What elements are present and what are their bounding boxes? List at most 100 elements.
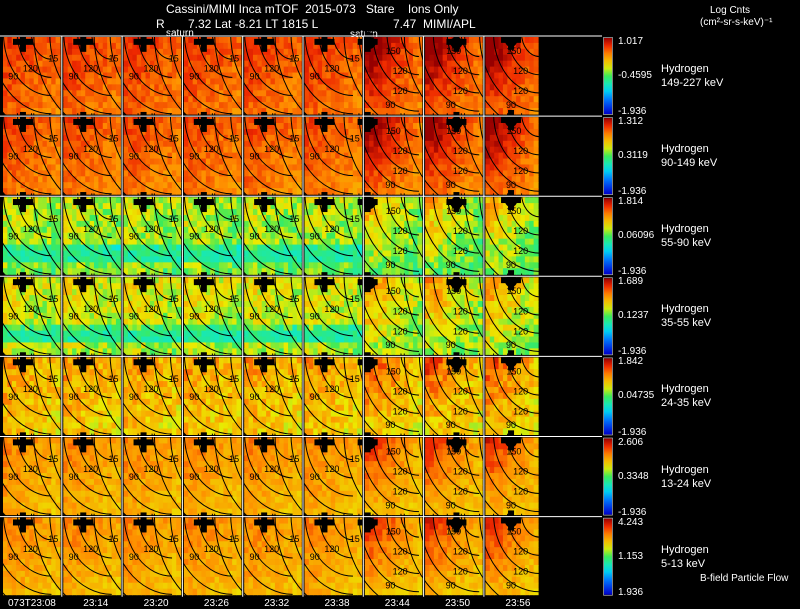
- contour-label: 90: [506, 500, 516, 510]
- colorbar: [604, 438, 612, 515]
- saturn-occulting-marker: [254, 192, 275, 213]
- contour-label: 120: [393, 86, 408, 96]
- ena-image-frame: 150 120 120 90: [343, 352, 423, 452]
- contour-label: 150: [386, 446, 401, 456]
- saturn-occulting-marker: [254, 272, 275, 293]
- contour-label: 120: [143, 144, 158, 154]
- contour-label: 120: [393, 467, 408, 477]
- saturn-label: saturn: [350, 29, 378, 40]
- contour-label: 90: [446, 580, 456, 590]
- colorbar-min-label: -1.936: [618, 426, 647, 438]
- ena-image-frame: 150 120 120 90: [403, 192, 483, 292]
- contour-label: 15: [350, 134, 360, 144]
- units-label-line1: Log Cnts: [710, 5, 751, 16]
- contour-label: 90: [249, 232, 259, 242]
- contour-label: 120: [23, 224, 38, 234]
- ena-image-frame: 150 120 120 90: [343, 512, 423, 609]
- channel-species-label: Hydrogen 13-24 keV: [661, 463, 712, 490]
- contour-label: 90: [385, 260, 395, 270]
- contour-label: 120: [204, 144, 219, 154]
- saturn-occulting-marker: [193, 31, 214, 52]
- saturn-occulting-marker: [73, 111, 94, 132]
- saturn-occulting-marker: [314, 432, 335, 453]
- ena-image-frame: 150 120 120 90: [343, 111, 423, 212]
- contour-label: 150: [386, 46, 401, 56]
- contour-label: 90: [129, 392, 139, 402]
- contour-label: 120: [143, 384, 158, 394]
- channel-species-label: Hydrogen 149-227 keV: [661, 63, 724, 90]
- contour-label: 150: [446, 206, 461, 216]
- contour-label: 120: [453, 226, 468, 236]
- contour-label: 90: [310, 552, 320, 562]
- time-tick-label: 23:56: [505, 598, 531, 609]
- contour-label: 150: [506, 126, 521, 136]
- contour-label: 90: [249, 312, 259, 322]
- contour-label: 90: [310, 392, 320, 402]
- contour-label: 90: [385, 340, 395, 350]
- contour-label: 120: [513, 386, 528, 396]
- channel-species-label: Hydrogen 90-149 keV: [661, 143, 718, 170]
- contour-label: 15: [350, 54, 360, 64]
- channel-species-label: Hydrogen 55-90 keV: [661, 223, 712, 250]
- time-tick-label: 23:26: [203, 598, 229, 609]
- contour-label: 150: [386, 366, 401, 376]
- contour-label: 120: [324, 224, 339, 234]
- contour-label: 90: [129, 312, 139, 322]
- saturn-occulting-marker: [314, 111, 335, 132]
- contour-label: 120: [393, 166, 408, 176]
- contour-label: 150: [506, 46, 521, 56]
- colorbar-min-label: 1.936: [618, 586, 644, 598]
- contour-label: 90: [506, 340, 516, 350]
- contour-label: 120: [453, 467, 468, 477]
- time-tick-label: 23:32: [264, 598, 290, 609]
- contour-label: 90: [506, 580, 516, 590]
- saturn-occulting-marker: [193, 272, 214, 293]
- colorbar: [604, 518, 612, 595]
- chart-subtitle-left: R 7.32 Lat -8.21 LT 1815 L: [156, 17, 319, 31]
- ena-image-frame: 150 120 120 90: [343, 272, 423, 372]
- contour-label: 120: [23, 384, 38, 394]
- contour-label: 120: [453, 386, 468, 396]
- contour-label: 120: [393, 66, 408, 76]
- contour-label: 120: [264, 304, 279, 314]
- contour-label: 120: [513, 406, 528, 416]
- contour-label: 150: [386, 126, 401, 136]
- contour-label: 120: [143, 224, 158, 234]
- contour-label: 90: [446, 500, 456, 510]
- contour-label: 90: [129, 552, 139, 562]
- contour-label: 120: [453, 547, 468, 557]
- contour-label: 150: [446, 527, 461, 537]
- saturn-occulting-marker: [193, 512, 214, 533]
- contour-label: 120: [264, 384, 279, 394]
- time-tick-label: 23:20: [143, 598, 169, 609]
- contour-label: 120: [513, 66, 528, 76]
- contour-label: 90: [385, 500, 395, 510]
- contour-label: 90: [8, 232, 18, 242]
- saturn-occulting-marker: [314, 192, 335, 213]
- contour-label: 120: [264, 464, 279, 474]
- contour-label: 90: [8, 71, 18, 81]
- contour-label: 90: [385, 580, 395, 590]
- contour-label: 120: [393, 386, 408, 396]
- time-tick-label: 073T23:08: [8, 598, 56, 609]
- contour-label: 120: [453, 567, 468, 577]
- contour-label: 150: [386, 286, 401, 296]
- contour-label: 120: [513, 547, 528, 557]
- bfield-note: B-field Particle Flow: [700, 573, 789, 584]
- colorbar-min-label: -1.936: [618, 106, 647, 118]
- contour-label: 120: [513, 306, 528, 316]
- contour-label: 120: [393, 406, 408, 416]
- time-tick-label: 23:14: [83, 598, 109, 609]
- contour-label: 90: [310, 232, 320, 242]
- contour-label: 90: [8, 392, 18, 402]
- contour-label: 90: [249, 472, 259, 482]
- contour-label: 150: [506, 366, 521, 376]
- saturn-occulting-marker: [133, 192, 154, 213]
- contour-label: 120: [513, 487, 528, 497]
